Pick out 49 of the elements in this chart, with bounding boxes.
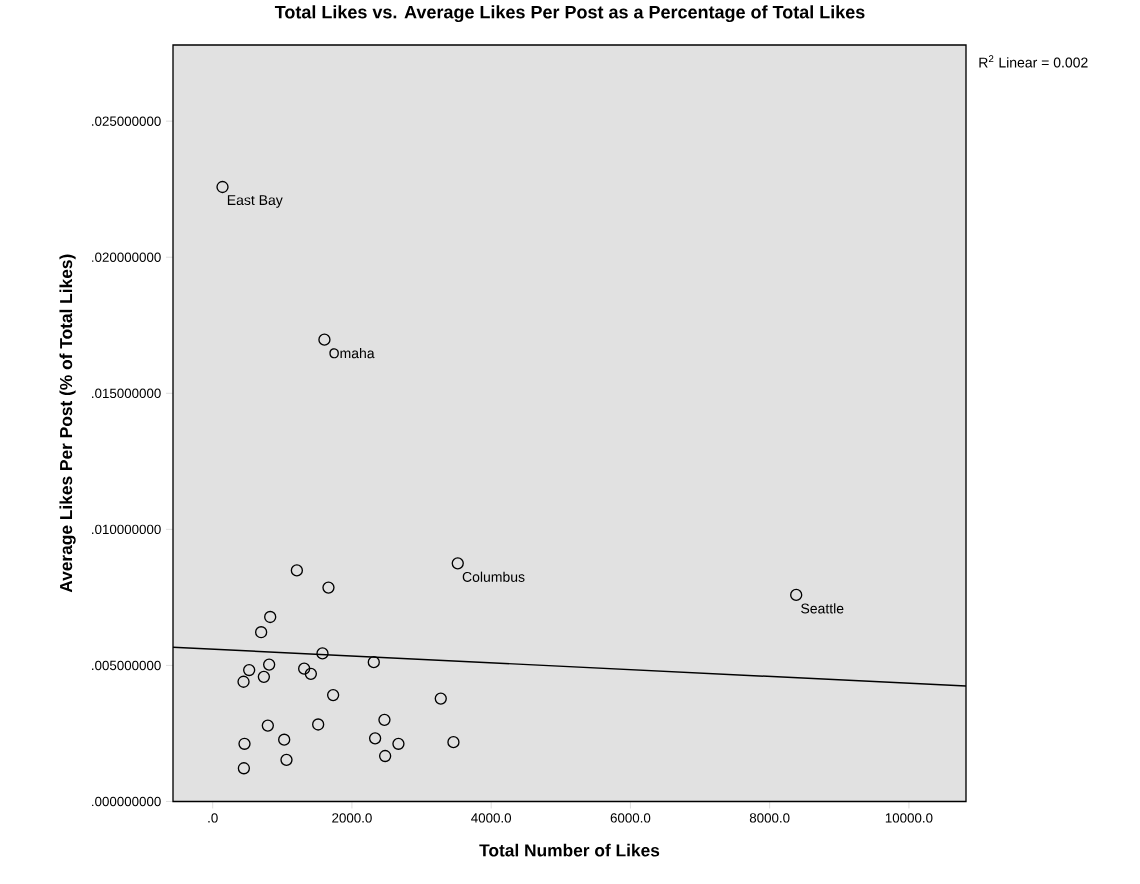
chart-title: Total Likes vs. Average Likes Per Post as a Percentage of Total Likes bbox=[274, 5, 865, 23]
x-axis-title: Total Number of Likes bbox=[479, 843, 660, 857]
annotation: East Bay bbox=[227, 195, 283, 208]
point bbox=[254, 626, 268, 639]
point bbox=[280, 753, 293, 767]
point bbox=[262, 658, 276, 671]
y-tick-label: .025000000 bbox=[92, 116, 161, 126]
point bbox=[237, 675, 250, 688]
point bbox=[264, 610, 277, 624]
point bbox=[790, 588, 803, 602]
point bbox=[451, 557, 464, 570]
point bbox=[216, 180, 229, 194]
text: R$^{2}$ Linear = 0.002 bbox=[979, 55, 1088, 68]
point bbox=[298, 662, 311, 675]
annotation: Omaha bbox=[329, 347, 375, 359]
point bbox=[378, 749, 392, 763]
x-tick-label: 4000.0 bbox=[471, 813, 512, 823]
point bbox=[368, 732, 382, 745]
y-tick-label: .020000000 bbox=[92, 252, 161, 262]
x-tick-label: 2000.0 bbox=[332, 813, 372, 823]
point bbox=[290, 564, 304, 577]
point bbox=[447, 735, 460, 749]
point bbox=[238, 737, 251, 750]
point bbox=[304, 667, 318, 681]
y-axis-title: Average Likes Per Post (% of Total Likes) bbox=[59, 254, 76, 593]
point bbox=[261, 719, 274, 732]
y-tick-label: .010000000 bbox=[92, 524, 161, 535]
point bbox=[367, 655, 380, 669]
point bbox=[278, 733, 291, 746]
x-tick-label: 6000.0 bbox=[610, 813, 651, 823]
annotation: Seattle bbox=[801, 603, 844, 614]
point bbox=[378, 713, 391, 727]
point bbox=[318, 333, 331, 346]
point bbox=[316, 647, 329, 660]
point bbox=[312, 718, 325, 731]
x-tick-label: .0 bbox=[208, 813, 218, 823]
y-tick-label: .000000000 bbox=[92, 796, 161, 807]
y-tick-label: .005000000 bbox=[92, 660, 161, 671]
annotation: Columbus bbox=[462, 571, 525, 582]
point bbox=[237, 762, 251, 775]
point bbox=[322, 581, 335, 594]
point bbox=[326, 688, 340, 702]
point bbox=[434, 692, 447, 705]
x-tick-label: 10000.0 bbox=[885, 813, 933, 823]
point bbox=[257, 670, 271, 684]
x-tick-label: 8000.0 bbox=[749, 813, 790, 823]
point bbox=[243, 663, 256, 677]
y-tick-label: .015000000 bbox=[92, 388, 161, 399]
point bbox=[392, 737, 405, 750]
